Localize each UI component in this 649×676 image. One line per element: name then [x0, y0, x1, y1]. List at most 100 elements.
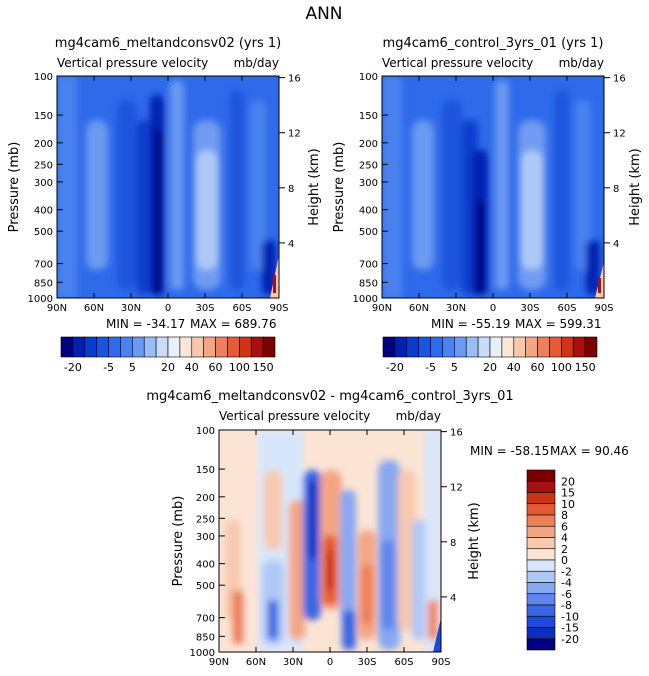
x-tick-label: 0 [165, 303, 171, 314]
colorbar-swatch [132, 336, 145, 358]
x-tick-label: 60N [246, 657, 266, 668]
y-right-tick-label: 4 [450, 593, 456, 604]
x-tick-label: 90N [47, 303, 67, 314]
panel-subtitle-right: mb/day [559, 56, 604, 70]
y-right-tick-label: 4 [288, 239, 294, 250]
y-tick-label: 500 [359, 227, 378, 238]
panel-title: mg4cam6_meltandconsv02 - mg4cam6_control… [146, 389, 513, 404]
colorbar-swatch [215, 336, 228, 358]
x-tick-label: 30N [283, 657, 303, 668]
contour-field [219, 430, 441, 652]
y-tick-label: 850 [34, 278, 53, 289]
y-right-tick-label: 4 [613, 239, 619, 250]
panel-difference: mg4cam6_meltandconsv02 - mg4cam6_control… [146, 389, 628, 668]
x-tick-label: 90N [209, 657, 229, 668]
y-tick-label: 1000 [353, 294, 378, 305]
y-tick-label: 1000 [28, 294, 53, 305]
panel-subtitle-left: Vertical pressure velocity [219, 409, 370, 423]
y-tick-label: 400 [34, 206, 53, 217]
y-right-tick-label: 16 [613, 74, 626, 85]
colorbar-swatch [526, 537, 556, 550]
colorbar-label: -8 [561, 599, 572, 612]
colorbar-swatch [191, 336, 204, 358]
colorbar-label: -4 [561, 577, 572, 590]
panel-meltandconsv02: mg4cam6_meltandconsv02 (yrs 1) Vertical … [7, 36, 322, 374]
x-tick-label: 0 [327, 657, 333, 668]
y-tick-label: 150 [359, 111, 378, 122]
x-tick-label: 60N [84, 303, 104, 314]
colorbar-swatch [526, 582, 556, 595]
y-right-tick-label: 16 [450, 428, 463, 439]
colorbar-swatch [526, 604, 556, 617]
x-tick-label: 30N [121, 303, 141, 314]
x-tick-label: 30S [520, 303, 539, 314]
colorbar-swatch [84, 336, 97, 358]
y-tick-label: 250 [34, 160, 53, 171]
colorbar-swatch [250, 336, 264, 358]
colorbar-swatch [167, 336, 181, 358]
y-tick-label: 150 [196, 465, 215, 476]
colorbar-label: 10 [561, 498, 575, 511]
figure-title: ANN [305, 4, 342, 24]
colorbar-swatch [477, 336, 491, 358]
y-tick-label: 700 [196, 614, 215, 625]
colorbar-swatch [526, 615, 556, 628]
colorbar-label: 15 [561, 487, 575, 500]
colorbar-swatch [526, 559, 556, 572]
colorbar-label: -20 [561, 633, 579, 646]
x-tick-label: 30S [357, 657, 376, 668]
x-tick-label: 90S [594, 303, 613, 314]
y-right-tick-label: 12 [450, 483, 463, 494]
colorbar-label: 5 [451, 361, 458, 374]
colorbar-label: 40 [507, 361, 521, 374]
colorbar-label: 0 [561, 554, 568, 567]
colorbar-swatch [526, 503, 556, 516]
y-tick-label: 500 [34, 227, 53, 238]
colorbar-swatch [489, 336, 503, 358]
min-label: MIN = -55.19 [431, 317, 510, 331]
colorbar-label: 100 [229, 361, 250, 374]
colorbar-label: -15 [561, 622, 579, 635]
panel-title: mg4cam6_control_3yrs_01 (yrs 1) [383, 36, 604, 51]
axis-ylabel: Pressure (mb) [7, 142, 22, 233]
colorbar-swatch [262, 336, 276, 358]
colorbar-swatch [406, 336, 419, 358]
colorbar-swatch [584, 336, 598, 358]
colorbar-swatch [454, 336, 467, 358]
colorbar-swatch [572, 336, 586, 358]
colorbar-swatch [430, 336, 443, 358]
y-right-tick-label: 12 [288, 129, 301, 140]
colorbar-label: -5 [425, 361, 436, 374]
colorbar-label: 20 [483, 361, 497, 374]
x-tick-label: 60S [557, 303, 576, 314]
y-tick-label: 1000 [190, 648, 215, 659]
y-tick-label: 300 [196, 532, 215, 543]
colorbar: -20 -5 5 20 40 60 100 150 [382, 336, 598, 374]
y-tick-label: 700 [34, 260, 53, 271]
y-tick-label: 200 [196, 493, 215, 504]
colorbar-swatch [442, 336, 455, 358]
colorbar-swatch [561, 336, 574, 358]
colorbar-swatch [537, 336, 550, 358]
panel-subtitle-right: mb/day [396, 409, 441, 423]
colorbar-label: 40 [185, 361, 199, 374]
y-tick-label: 300 [359, 178, 378, 189]
colorbar-swatch [227, 336, 240, 358]
panel-subtitle-left: Vertical pressure velocity [57, 56, 208, 70]
max-label: MAX = 90.46 [550, 444, 629, 458]
panel-control: mg4cam6_control_3yrs_01 (yrs 1) Vertical… [332, 36, 643, 374]
axis-ylabel-right: Height (km) [307, 148, 322, 225]
axis-ylabel-right: Height (km) [628, 148, 643, 225]
max-label: MAX = 599.31 [515, 317, 601, 331]
colorbar-swatch [108, 336, 121, 358]
colorbar-label: -2 [561, 565, 572, 578]
colorbar: -20 -5 5 20 40 60 100 150 [60, 336, 276, 374]
colorbar-label: 8 [561, 509, 568, 522]
y-tick-label: 100 [34, 72, 53, 83]
x-tick-label: 60N [409, 303, 429, 314]
x-tick-label: 90S [431, 657, 450, 668]
axes: 90N 60N 30N 0 30S 60S 90S 100 150 200 250 300 400 500… [353, 72, 626, 314]
colorbar-swatch [120, 336, 133, 358]
colorbar-swatch [203, 336, 216, 358]
